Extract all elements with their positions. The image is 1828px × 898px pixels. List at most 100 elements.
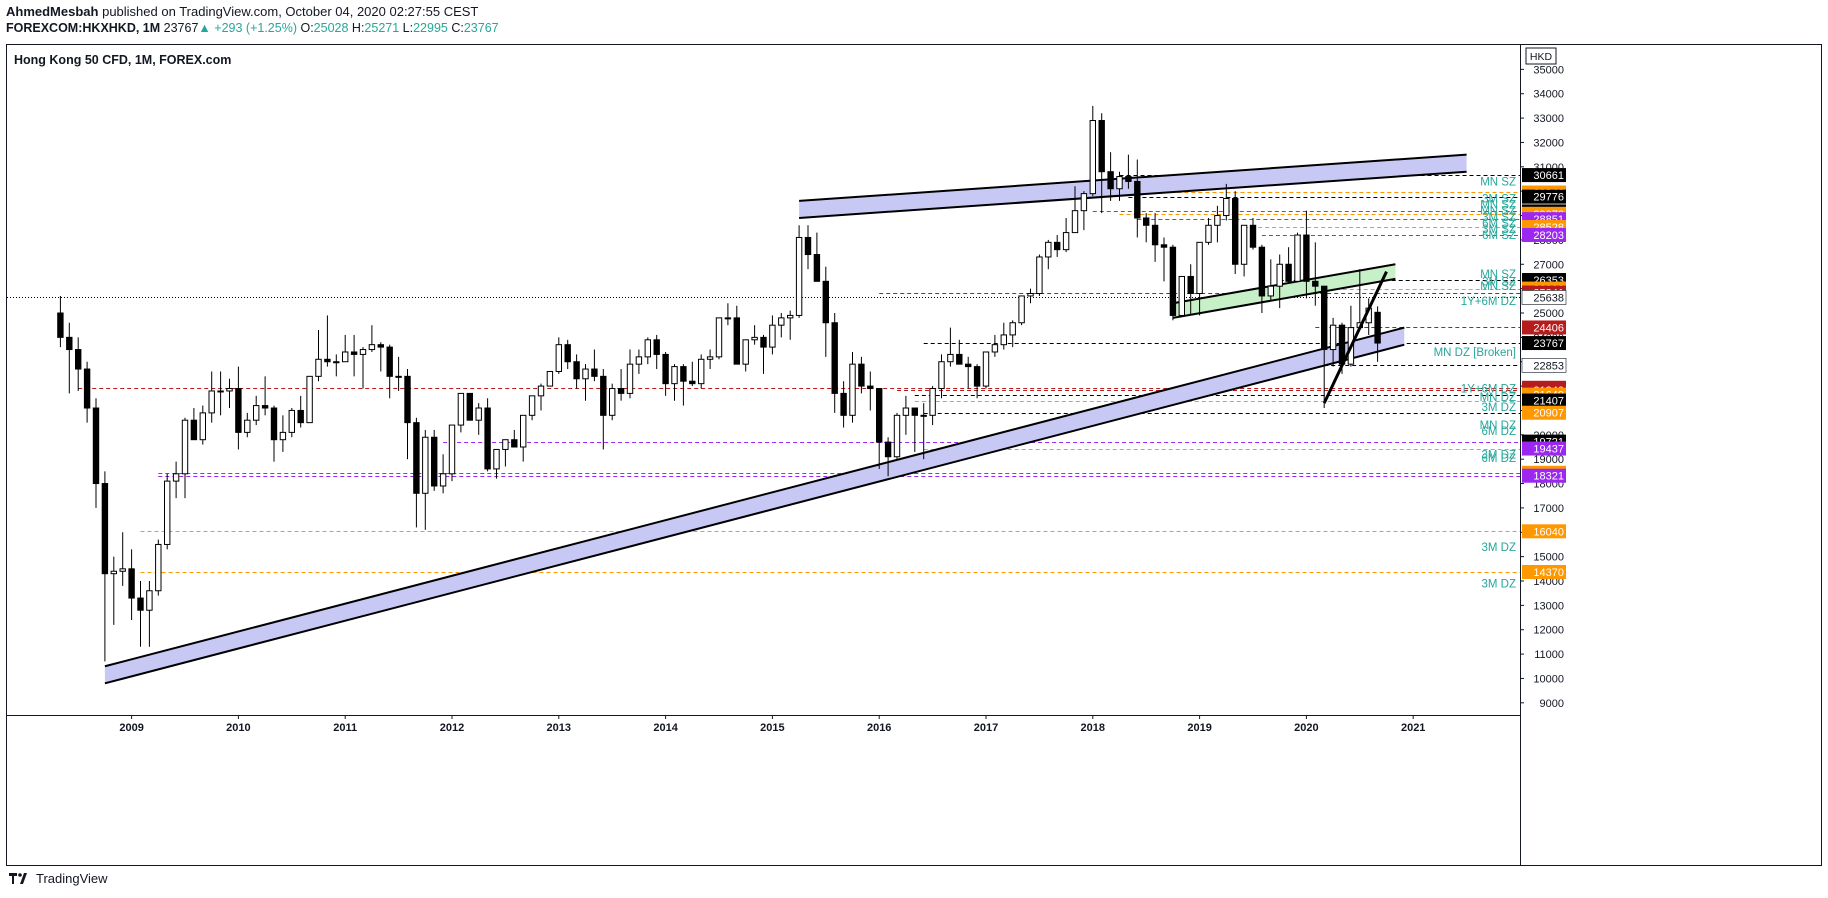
candle-body[interactable] [1151, 224, 1159, 246]
candle-body[interactable] [270, 407, 278, 441]
candle-body[interactable] [804, 236, 812, 256]
candle-body[interactable] [279, 431, 287, 441]
candle-body[interactable] [226, 388, 233, 392]
candle-body[interactable] [493, 448, 500, 470]
candle-body[interactable] [261, 405, 269, 409]
candle-body[interactable] [902, 407, 910, 416]
candle-body[interactable] [1107, 171, 1114, 190]
candle-body[interactable] [1285, 263, 1292, 282]
candle-body[interactable] [466, 392, 474, 421]
candle-body[interactable] [1303, 234, 1310, 282]
candle-body[interactable] [1098, 120, 1105, 173]
candle-body[interactable] [1116, 176, 1123, 190]
author-name[interactable]: AhmedMesbah [6, 4, 99, 19]
candle-body[interactable] [457, 392, 465, 426]
candle-body[interactable] [1312, 280, 1319, 287]
candle-body[interactable] [893, 414, 901, 458]
candle-body[interactable] [359, 349, 367, 355]
candle-body[interactable] [973, 366, 981, 387]
candle-body[interactable] [404, 375, 411, 424]
candle-body[interactable] [1000, 334, 1007, 346]
candle-body[interactable] [840, 392, 847, 416]
candle-body[interactable] [795, 236, 803, 316]
candle-body[interactable] [1276, 263, 1283, 287]
candle-body[interactable] [208, 390, 215, 414]
candle-body[interactable] [324, 358, 331, 363]
candle-body[interactable] [600, 375, 607, 416]
candle-body[interactable] [1205, 224, 1212, 243]
candle-body[interactable] [395, 375, 402, 378]
candle-body[interactable] [956, 353, 963, 365]
candle-body[interactable] [778, 317, 785, 326]
candle-body[interactable] [128, 568, 135, 599]
candle-body[interactable] [546, 370, 554, 387]
candle-body[interactable] [306, 375, 313, 424]
candle-body[interactable] [564, 344, 571, 363]
candle-body[interactable] [92, 407, 100, 485]
candle-body[interactable] [617, 388, 625, 394]
candle-body[interactable] [413, 422, 420, 494]
tradingview-brand[interactable]: TradingView [8, 870, 108, 886]
candle-body[interactable] [448, 424, 456, 475]
candle-body[interactable] [1018, 295, 1025, 324]
candle-body[interactable] [965, 363, 972, 368]
candle-body[interactable] [991, 344, 999, 353]
candle-body[interactable] [1009, 322, 1016, 336]
candle-body[interactable] [742, 339, 749, 365]
candle-body[interactable] [386, 346, 393, 377]
candle-body[interactable] [342, 351, 349, 363]
candle-body[interactable] [626, 363, 634, 394]
candle-body[interactable] [164, 480, 171, 545]
candle-body[interactable] [1036, 256, 1043, 295]
candle-body[interactable] [1169, 246, 1177, 316]
candle-body[interactable] [635, 356, 643, 365]
candle-body[interactable] [83, 368, 91, 409]
candle-body[interactable] [1134, 180, 1141, 219]
candle-body[interactable] [867, 385, 874, 390]
candle-body[interactable] [671, 366, 678, 385]
candle-body[interactable] [422, 436, 429, 494]
candle-body[interactable] [528, 395, 536, 416]
candle-body[interactable] [119, 568, 126, 572]
candle-body[interactable] [1329, 324, 1337, 351]
candle-body[interactable] [431, 436, 438, 487]
candle-body[interactable] [1187, 275, 1194, 295]
candle-body[interactable] [190, 419, 198, 441]
candle-body[interactable] [609, 388, 616, 416]
candle-body[interactable] [751, 336, 758, 341]
candle-body[interactable] [146, 590, 153, 611]
candle-body[interactable] [137, 597, 144, 611]
candle-body[interactable] [315, 358, 322, 377]
candle-body[interactable] [57, 312, 64, 338]
candle-body[interactable] [520, 414, 527, 448]
candle-body[interactable] [1089, 120, 1096, 195]
candle-body[interactable] [947, 353, 954, 363]
candle-body[interactable] [368, 344, 376, 351]
candle-body[interactable] [1143, 217, 1150, 226]
candle-body[interactable] [760, 336, 767, 348]
candle-body[interactable] [831, 322, 838, 394]
candle-body[interactable] [706, 356, 714, 360]
candle-body[interactable] [484, 407, 491, 470]
candle-body[interactable] [689, 380, 696, 385]
candle-body[interactable] [235, 388, 242, 433]
candle-body[interactable] [199, 412, 207, 441]
candle-body[interactable] [1027, 293, 1034, 297]
candle-body[interactable] [1071, 210, 1079, 234]
candle-body[interactable] [1321, 285, 1328, 351]
candle-body[interactable] [698, 358, 705, 385]
candle-body[interactable] [813, 254, 821, 282]
candle-body[interactable] [1223, 197, 1230, 217]
candle-body[interactable] [1240, 224, 1248, 265]
candle-body[interactable] [884, 441, 892, 458]
candle-body[interactable] [1294, 234, 1301, 282]
candle-body[interactable] [911, 407, 918, 416]
candle-body[interactable] [217, 390, 224, 393]
candle-body[interactable] [66, 336, 73, 351]
candle-body[interactable] [297, 409, 304, 424]
candle-body[interactable] [680, 366, 687, 382]
candle-body[interactable] [876, 388, 883, 443]
candle-body[interactable] [1062, 232, 1070, 251]
candle-body[interactable] [1196, 241, 1203, 295]
